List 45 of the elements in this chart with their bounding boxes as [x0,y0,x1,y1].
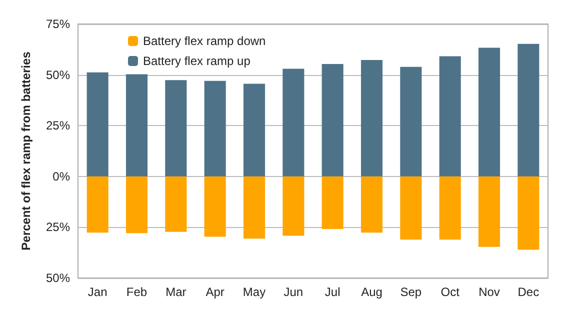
bar [204,176,226,237]
bar [439,176,461,240]
y-tick-label: 25% [46,220,70,234]
bar [322,64,344,176]
x-tick-label: Jul [324,285,340,299]
bar [282,68,304,176]
x-tick-label: Jun [284,285,304,299]
y-axis-title: Percent of flex ramp from batteries [19,51,33,250]
y-tick-label: 50% [46,68,70,82]
bar [165,80,187,176]
bar [400,66,422,176]
bar [360,60,383,176]
y-tick-label: 25% [46,118,70,133]
bar [439,56,461,176]
bar [400,176,422,240]
x-tick-label: Aug [361,285,382,299]
x-tick-label: Mar [166,285,186,299]
y-tick-label: 75% [46,17,70,31]
x-tick-label: Jan [88,285,108,299]
bar [360,176,383,233]
bar [243,176,266,239]
bar [243,84,266,176]
bar [126,176,148,234]
bar [126,74,148,176]
bar [86,72,108,176]
legend-label: Battery flex ramp down [143,34,266,48]
bar [282,176,304,236]
legend-label: Battery flex ramp up [143,54,251,68]
bar [86,176,108,233]
bar [322,176,344,230]
y-tick-label: 0% [52,169,70,184]
bar [518,176,540,250]
bar [165,176,187,232]
x-tick-label: Sep [400,285,422,299]
x-tick-label: Nov [478,285,500,299]
bar [478,176,500,247]
x-tick-label: Oct [440,285,460,299]
x-tick-label: May [242,285,266,299]
x-tick-label: Feb [126,285,148,299]
x-tick-label: Apr [206,285,224,299]
x-tick-label: Dec [518,285,540,299]
bar [204,80,226,176]
bar [518,44,540,176]
y-tick-label: 50% [46,271,70,285]
bar [478,48,500,176]
